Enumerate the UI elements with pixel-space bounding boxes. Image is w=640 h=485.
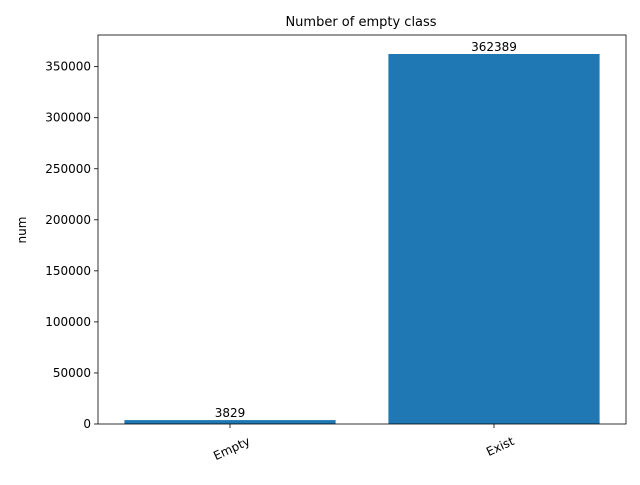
y-axis-label: num	[15, 217, 29, 244]
bar-exist	[388, 54, 600, 424]
y-tick-label-350000: 350000	[45, 60, 91, 74]
y-tick-label-200000: 200000	[45, 213, 91, 227]
chart-title: Number of empty class	[285, 15, 436, 30]
y-tick-label-300000: 300000	[45, 111, 91, 125]
data-label-empty: 3829	[215, 406, 246, 420]
y-tick-label-50000: 50000	[53, 366, 91, 380]
bar-empty	[124, 420, 336, 424]
y-tick-label-100000: 100000	[45, 315, 91, 329]
plot-frame	[97, 34, 627, 425]
y-tick-label-150000: 150000	[45, 264, 91, 278]
data-label-exist: 362389	[471, 40, 517, 54]
y-tick-label-250000: 250000	[45, 162, 91, 176]
plot-area: 3829Empty362389Exist05000010000015000020…	[45, 34, 627, 463]
y-tick-label-0: 0	[83, 417, 91, 431]
